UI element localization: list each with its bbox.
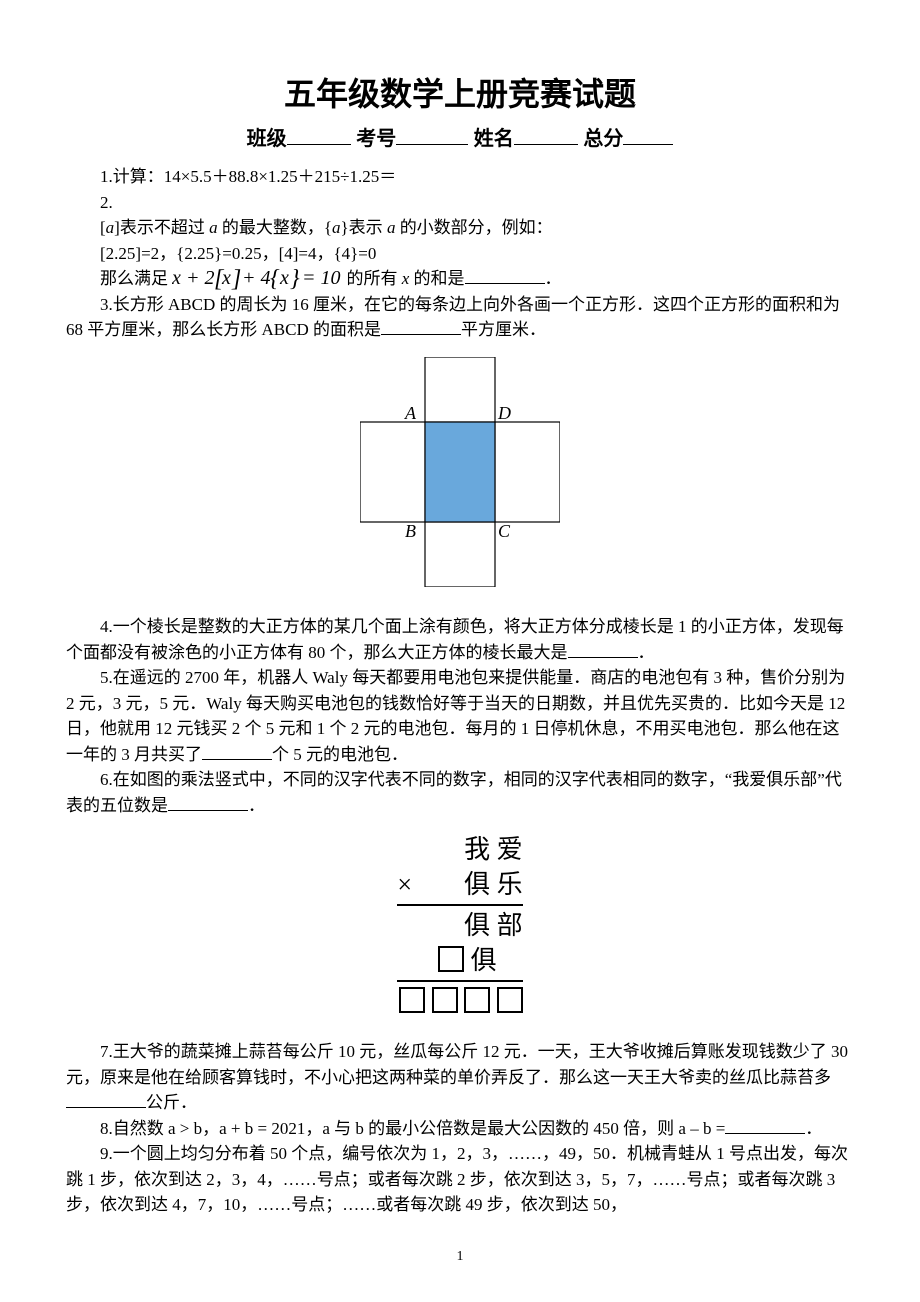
q6-blank — [168, 793, 248, 811]
q3: 3.长方形 ABCD 的周长为 16 厘米，在它的每条边上向外各画一个正方形．这… — [66, 292, 854, 343]
svg-text:x: x — [279, 267, 289, 289]
q8-blank — [725, 1116, 805, 1134]
q3-blank — [381, 317, 461, 335]
q8-a: 8.自然数 a > b，a + b = 2021，a 与 b 的最小公倍数是最大… — [100, 1119, 725, 1138]
class-blank — [287, 124, 351, 145]
figure-q6: 我 爱 × 俱 乐 俱 部 俱 — [66, 832, 854, 1019]
q7-a: 7.王大爷的蔬菜摊上蒜苔每公斤 10 元，丝瓜每公斤 12 元．一天，王大爷收摊… — [66, 1042, 848, 1087]
q8: 8.自然数 a > b，a + b = 2021，a 与 b 的最小公倍数是最大… — [66, 1116, 854, 1142]
q6: 6.在如图的乘法竖式中，不同的汉字代表不同的数字，相同的汉字代表相同的数字，“我… — [66, 767, 854, 818]
vm-r1t: 我 爱 — [464, 835, 523, 864]
q2-l3b: 的所有 — [347, 269, 402, 288]
vm-r5 — [397, 984, 522, 1019]
svg-text:D: D — [497, 403, 511, 423]
q5-b: 个 5 元的电池包． — [272, 745, 408, 764]
svg-text:A: A — [404, 403, 417, 423]
q7-blank — [66, 1090, 146, 1108]
page-number: 1 — [66, 1246, 854, 1267]
q2-l1d: }表示 — [341, 218, 387, 237]
document-title: 五年级数学上册竞赛试题 — [66, 70, 854, 118]
svg-text:= 10: = 10 — [302, 267, 341, 289]
svg-text:]: ] — [231, 266, 241, 290]
vm-box1 — [438, 946, 464, 972]
svg-text:B: B — [405, 521, 416, 541]
vm-b5 — [497, 987, 523, 1013]
class-label: 班级 — [247, 128, 287, 150]
q2-a1: a — [106, 218, 115, 237]
vm-r3: 俱 部 — [397, 908, 522, 943]
vm-r2: × 俱 乐 — [397, 867, 522, 902]
fig3-svg: A D B C — [360, 357, 560, 587]
name-label: 姓名 — [474, 128, 514, 150]
q2-l1e: 的小数部分，例如： — [395, 218, 552, 237]
svg-text:x: x — [221, 267, 231, 289]
vm-b2 — [399, 987, 425, 1013]
q9-text: 9.一个圆上均匀分布着 50 个点，编号依次为 1，2，3，……，49，50．机… — [66, 1144, 848, 1214]
svg-text:C: C — [498, 521, 511, 541]
q3-b: 平方厘米． — [461, 320, 546, 339]
q2-blank — [465, 266, 545, 284]
q2-line3: 那么满足 x + 2 [ x ] + 4 { x } = 10 的所有 x 的和… — [66, 266, 854, 292]
vm-r1: 我 爱 — [397, 832, 522, 867]
q2-a3: a — [332, 218, 341, 237]
q4: 4.一个棱长是整数的大正方体的某几个面上涂有颜色，将大正方体分成棱长是 1 的小… — [66, 614, 854, 665]
vm-b3 — [432, 987, 458, 1013]
q5-blank — [202, 742, 272, 760]
svg-text:}: } — [290, 266, 300, 290]
svg-text:x: x — [172, 267, 181, 289]
q2-l3a: 那么满足 — [100, 269, 172, 288]
q2-line1: [a]表示不超过 a 的最大整数，{a}表示 a 的小数部分，例如： — [66, 215, 854, 241]
examno-label: 考号 — [356, 128, 396, 150]
q2-l1c: 的最大整数，{ — [218, 218, 332, 237]
q7-b: 公斤． — [146, 1093, 197, 1112]
q7: 7.王大爷的蔬菜摊上蒜苔每公斤 10 元，丝瓜每公斤 12 元．一天，王大爷收摊… — [66, 1039, 854, 1116]
q2-l3c: 的和是 — [409, 269, 464, 288]
q2-a2: a — [209, 218, 218, 237]
q2-l1b: ]表示不超过 — [114, 218, 209, 237]
vertical-multiplication: 我 爱 × 俱 乐 俱 部 俱 — [397, 832, 522, 1019]
svg-text:+ 4: + 4 — [242, 267, 271, 289]
q1: 1.计算：14×5.5＋88.8×1.25＋215÷1.25＝ — [66, 164, 854, 190]
q2-eq: x + 2 [ x ] + 4 { x } = 10 — [172, 269, 346, 288]
q4-blank — [568, 640, 638, 658]
q2-line0: 2. — [66, 190, 854, 216]
vm-hr1 — [397, 904, 522, 906]
q5-a: 5.在遥远的 2700 年，机器人 Waly 每天都要用电池包来提供能量．商店的… — [66, 668, 845, 764]
name-blank — [514, 124, 578, 145]
q8-tail: ． — [805, 1119, 822, 1138]
q9: 9.一个圆上均匀分布着 50 个点，编号依次为 1，2，3，……，49，50．机… — [66, 1141, 854, 1218]
total-label: 总分 — [583, 128, 623, 150]
vm-r4t: 俱 — [471, 946, 523, 975]
q2-line2: [2.25]=2，{2.25}=0.25，[4]=4，{4}=0 — [66, 241, 854, 267]
vm-hr2 — [397, 980, 522, 982]
svg-text:+ 2: + 2 — [186, 267, 215, 289]
vm-r4: 俱 — [397, 943, 522, 978]
figure-q3: A D B C — [66, 357, 854, 595]
q4-tail: ． — [638, 643, 655, 662]
svg-text:{: { — [270, 266, 280, 290]
q6-tail: ． — [248, 796, 265, 815]
vm-b4 — [464, 987, 490, 1013]
header-line: 班级 考号 姓名 总分 — [66, 124, 854, 154]
vm-r2t: 俱 乐 — [464, 870, 523, 899]
total-blank — [623, 124, 673, 145]
q1-text: 1.计算：14×5.5＋88.8×1.25＋215÷1.25＝ — [100, 167, 396, 186]
q5: 5.在遥远的 2700 年，机器人 Waly 每天都要用电池包来提供能量．商店的… — [66, 665, 854, 767]
page: 五年级数学上册竞赛试题 班级 考号 姓名 总分 1.计算：14×5.5＋88.8… — [0, 0, 920, 1297]
vm-op: × — [397, 870, 412, 899]
q4-text: 4.一个棱长是整数的大正方体的某几个面上涂有颜色，将大正方体分成棱长是 1 的小… — [66, 617, 844, 662]
examno-blank — [396, 124, 468, 145]
vm-r3t: 俱 部 — [464, 911, 523, 940]
